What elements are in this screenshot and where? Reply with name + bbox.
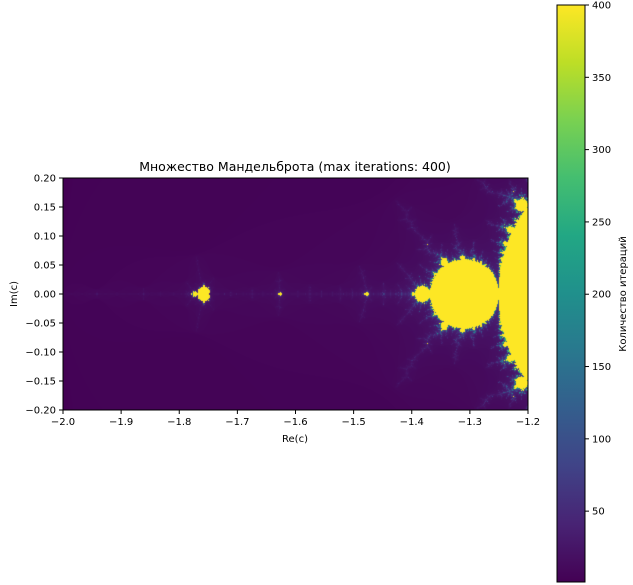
colorbar-frame: [556, 4, 586, 583]
colorbar-tick-label: 350: [592, 73, 611, 84]
y-tick-label: −0.20: [25, 406, 56, 417]
colorbar-tick-label: 100: [592, 434, 611, 445]
y-axis-label: Im(c): [9, 281, 20, 307]
colorbar-gradient: [557, 5, 585, 582]
y-tick-label: −0.05: [25, 319, 56, 330]
colorbar-tick-label: 300: [592, 145, 611, 156]
y-tick-label: 0.05: [34, 261, 56, 272]
x-tick-label: −1.5: [341, 417, 365, 428]
colorbar-tick-label: 150: [592, 362, 611, 373]
plot-area: [63, 178, 528, 410]
x-tick-label: −1.3: [458, 417, 482, 428]
x-tick-label: −1.8: [167, 417, 191, 428]
x-tick-label: −1.2: [516, 417, 540, 428]
y-tick-label: −0.15: [25, 377, 56, 388]
colorbar-tick-label: 50: [592, 507, 605, 518]
colorbar-ticks: 50 100 150 200 250 300 350 400: [585, 1, 611, 518]
colorbar-tick-label: 400: [592, 1, 611, 12]
x-tick-label: −1.9: [109, 417, 133, 428]
x-tick-label: −1.7: [225, 417, 249, 428]
chart-title: Множество Мандельброта (max iterations: …: [139, 159, 451, 174]
y-tick-label: 0.10: [34, 232, 56, 243]
colorbar-tick-label: 200: [592, 290, 611, 301]
colorbar: 50 100 150 200 250 300 350 400 Количество итера…: [556, 1, 629, 583]
mandelbrot-image: [63, 178, 528, 410]
y-tick-label: 0.15: [34, 203, 56, 214]
x-axis-label: Re(c): [282, 434, 308, 445]
x-tick-label: −1.4: [400, 417, 424, 428]
colorbar-tick-label: 250: [592, 217, 611, 228]
x-tick-label: −2.0: [51, 417, 75, 428]
y-tick-label: 0.20: [34, 174, 56, 185]
y-tick-label: 0.00: [34, 290, 56, 301]
colorbar-label: Количество итераций: [618, 236, 629, 351]
y-tick-label: −0.10: [25, 348, 56, 359]
x-tick-label: −1.6: [283, 417, 307, 428]
x-axis-ticks: −2.0 −1.9 −1.8 −1.7 −1.6 −1.5 −1.4 −1.3 −1.2: [51, 410, 540, 428]
y-axis-ticks: 0.20 0.15 0.10 0.05 0.00 −0.05 −0.10 −0.15 −0.20: [25, 174, 63, 417]
